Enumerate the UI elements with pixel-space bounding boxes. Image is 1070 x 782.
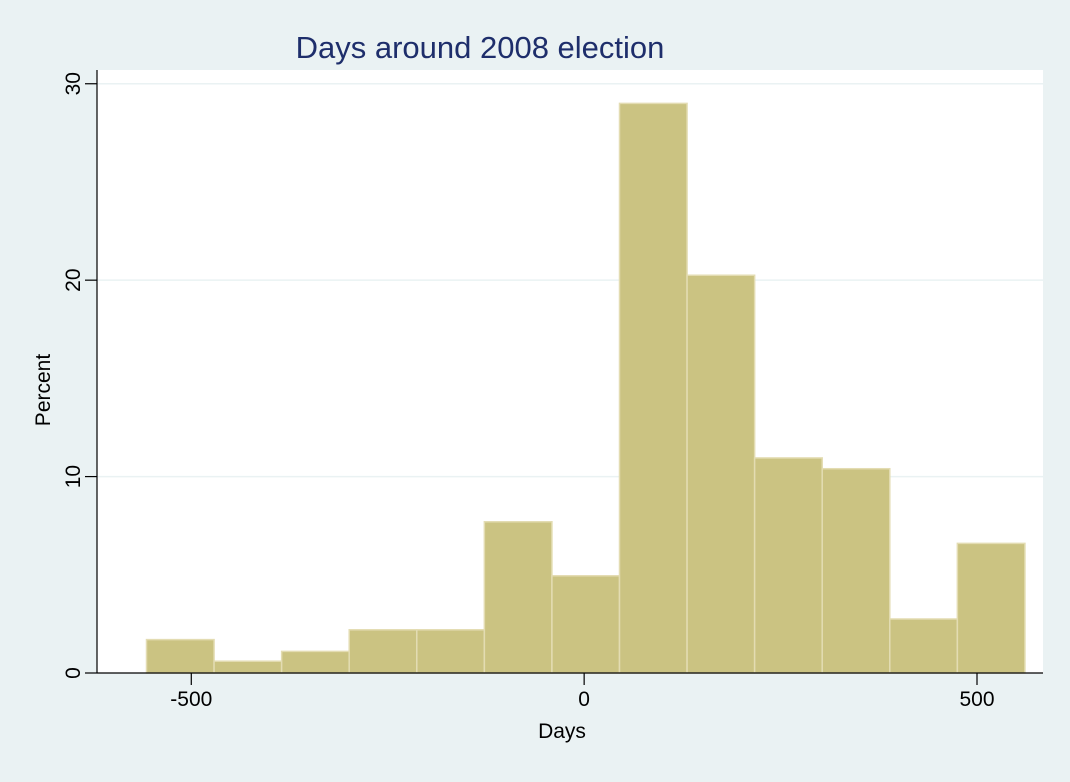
x-tick-label: -500 (170, 688, 212, 711)
histogram-bar (416, 629, 486, 674)
x-tick-label: 500 (959, 688, 994, 711)
histogram-bar (753, 457, 823, 674)
y-tick-label: 20 (62, 268, 85, 291)
y-axis-label: Percent (32, 354, 55, 427)
axes: 0 10 20 30 -500 0 500 (62, 70, 1043, 711)
x-tick-label: 0 (578, 688, 590, 711)
histogram-bar (821, 467, 891, 674)
histogram-bar (280, 650, 350, 674)
y-tick-label: 30 (62, 72, 85, 95)
y-tick-label: 0 (62, 667, 85, 679)
histogram-bar (956, 542, 1026, 674)
histogram-bar (551, 575, 621, 674)
y-tick-label: 10 (62, 465, 85, 488)
x-axis-label: Days (538, 720, 586, 743)
histogram-bar (483, 521, 553, 674)
histogram-bar (348, 629, 418, 674)
histogram-bar (145, 638, 215, 674)
histogram-bar (618, 102, 688, 674)
histogram-bar (889, 618, 959, 674)
histogram-bar (213, 660, 283, 674)
chart-title: Days around 2008 election (296, 30, 665, 65)
histogram-bar (686, 274, 756, 674)
bars (145, 102, 1026, 674)
